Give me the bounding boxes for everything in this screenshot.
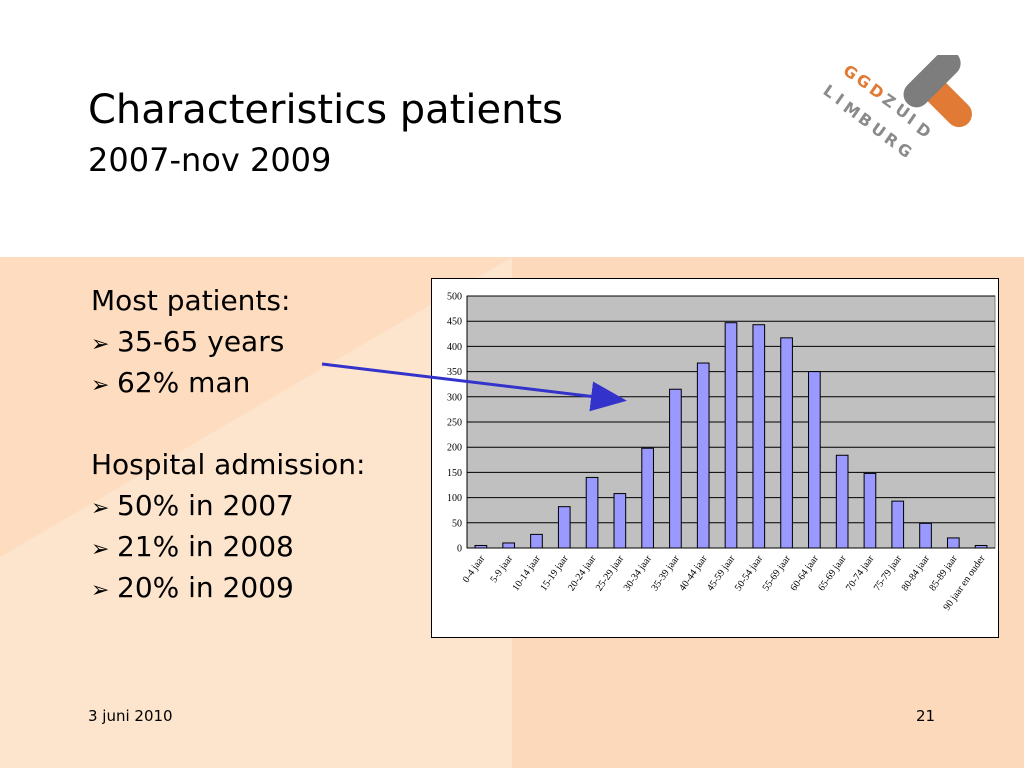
- y-tick-label: 450: [447, 317, 462, 328]
- bar: [696, 362, 710, 549]
- y-tick-label: 500: [447, 292, 462, 303]
- ggd-logo: G G D Z U I D L I M B U R G: [812, 50, 980, 185]
- bullet-item: ➢ 62% man: [91, 362, 365, 403]
- arrow-bullet-icon: ➢: [91, 578, 110, 603]
- y-tick-label: 50: [452, 518, 462, 529]
- bar: [724, 322, 738, 549]
- y-tick-label: 400: [447, 342, 462, 353]
- arrow-bullet-icon: ➢: [91, 332, 110, 357]
- bar: [502, 542, 516, 549]
- x-tick-label: 5-9 jaar: [488, 553, 515, 585]
- arrow-bullet-icon: ➢: [91, 496, 110, 521]
- bar-chart-svg: 0 50 100 150 200 250 300 350 400 450 500 0-4 jaar 5-…: [447, 292, 996, 613]
- bar: [863, 472, 877, 549]
- bullet-list: Most patients: ➢ 35-65 years ➢ 62% man Hos…: [91, 280, 365, 608]
- bar: [835, 454, 849, 549]
- age-distribution-chart: 0 50 100 150 200 250 300 350 400 450 500 0-4 jaar 5-…: [431, 278, 999, 638]
- slide-title: Characteristics patients: [88, 87, 563, 133]
- bar: [585, 476, 599, 549]
- bullet-item: ➢ 20% in 2009: [91, 567, 365, 608]
- bar: [557, 506, 571, 549]
- x-tick-label: 0-4 jaar: [461, 553, 488, 585]
- logo-letter: D: [913, 119, 935, 142]
- bullet-item: ➢ 21% in 2008: [91, 526, 365, 567]
- footer-date: 3 juni 2010: [88, 707, 173, 725]
- arrow-bullet-icon: ➢: [91, 373, 110, 398]
- bar: [808, 371, 821, 549]
- bullet-item: ➢ 50% in 2007: [91, 485, 365, 526]
- y-tick-label: 0: [457, 544, 462, 555]
- bar: [530, 533, 543, 549]
- bar: [752, 324, 766, 549]
- y-tick-label: 150: [447, 468, 462, 479]
- y-tick-label: 350: [447, 367, 462, 378]
- bar: [669, 388, 682, 549]
- heading-hospital-admission: Hospital admission:: [91, 448, 366, 481]
- arrow-bullet-icon: ➢: [91, 537, 110, 562]
- bullet-item: ➢ 35-65 years: [91, 321, 365, 362]
- bar: [891, 500, 905, 549]
- y-tick-label: 200: [447, 443, 462, 454]
- bar: [919, 522, 932, 549]
- y-tick-label: 250: [447, 418, 462, 429]
- bar: [613, 493, 627, 549]
- y-tick-label: 300: [447, 392, 462, 403]
- bar: [641, 447, 654, 549]
- bar: [780, 337, 793, 549]
- page-number: 21: [916, 707, 936, 725]
- ggd-zuid-limburg-logo: G G D Z U I D L I M B U R G: [820, 50, 972, 162]
- slide-subtitle: 2007-nov 2009: [88, 141, 332, 179]
- bar: [946, 537, 960, 549]
- heading-most-patients: Most patients:: [91, 284, 291, 317]
- y-tick-label: 100: [447, 493, 462, 504]
